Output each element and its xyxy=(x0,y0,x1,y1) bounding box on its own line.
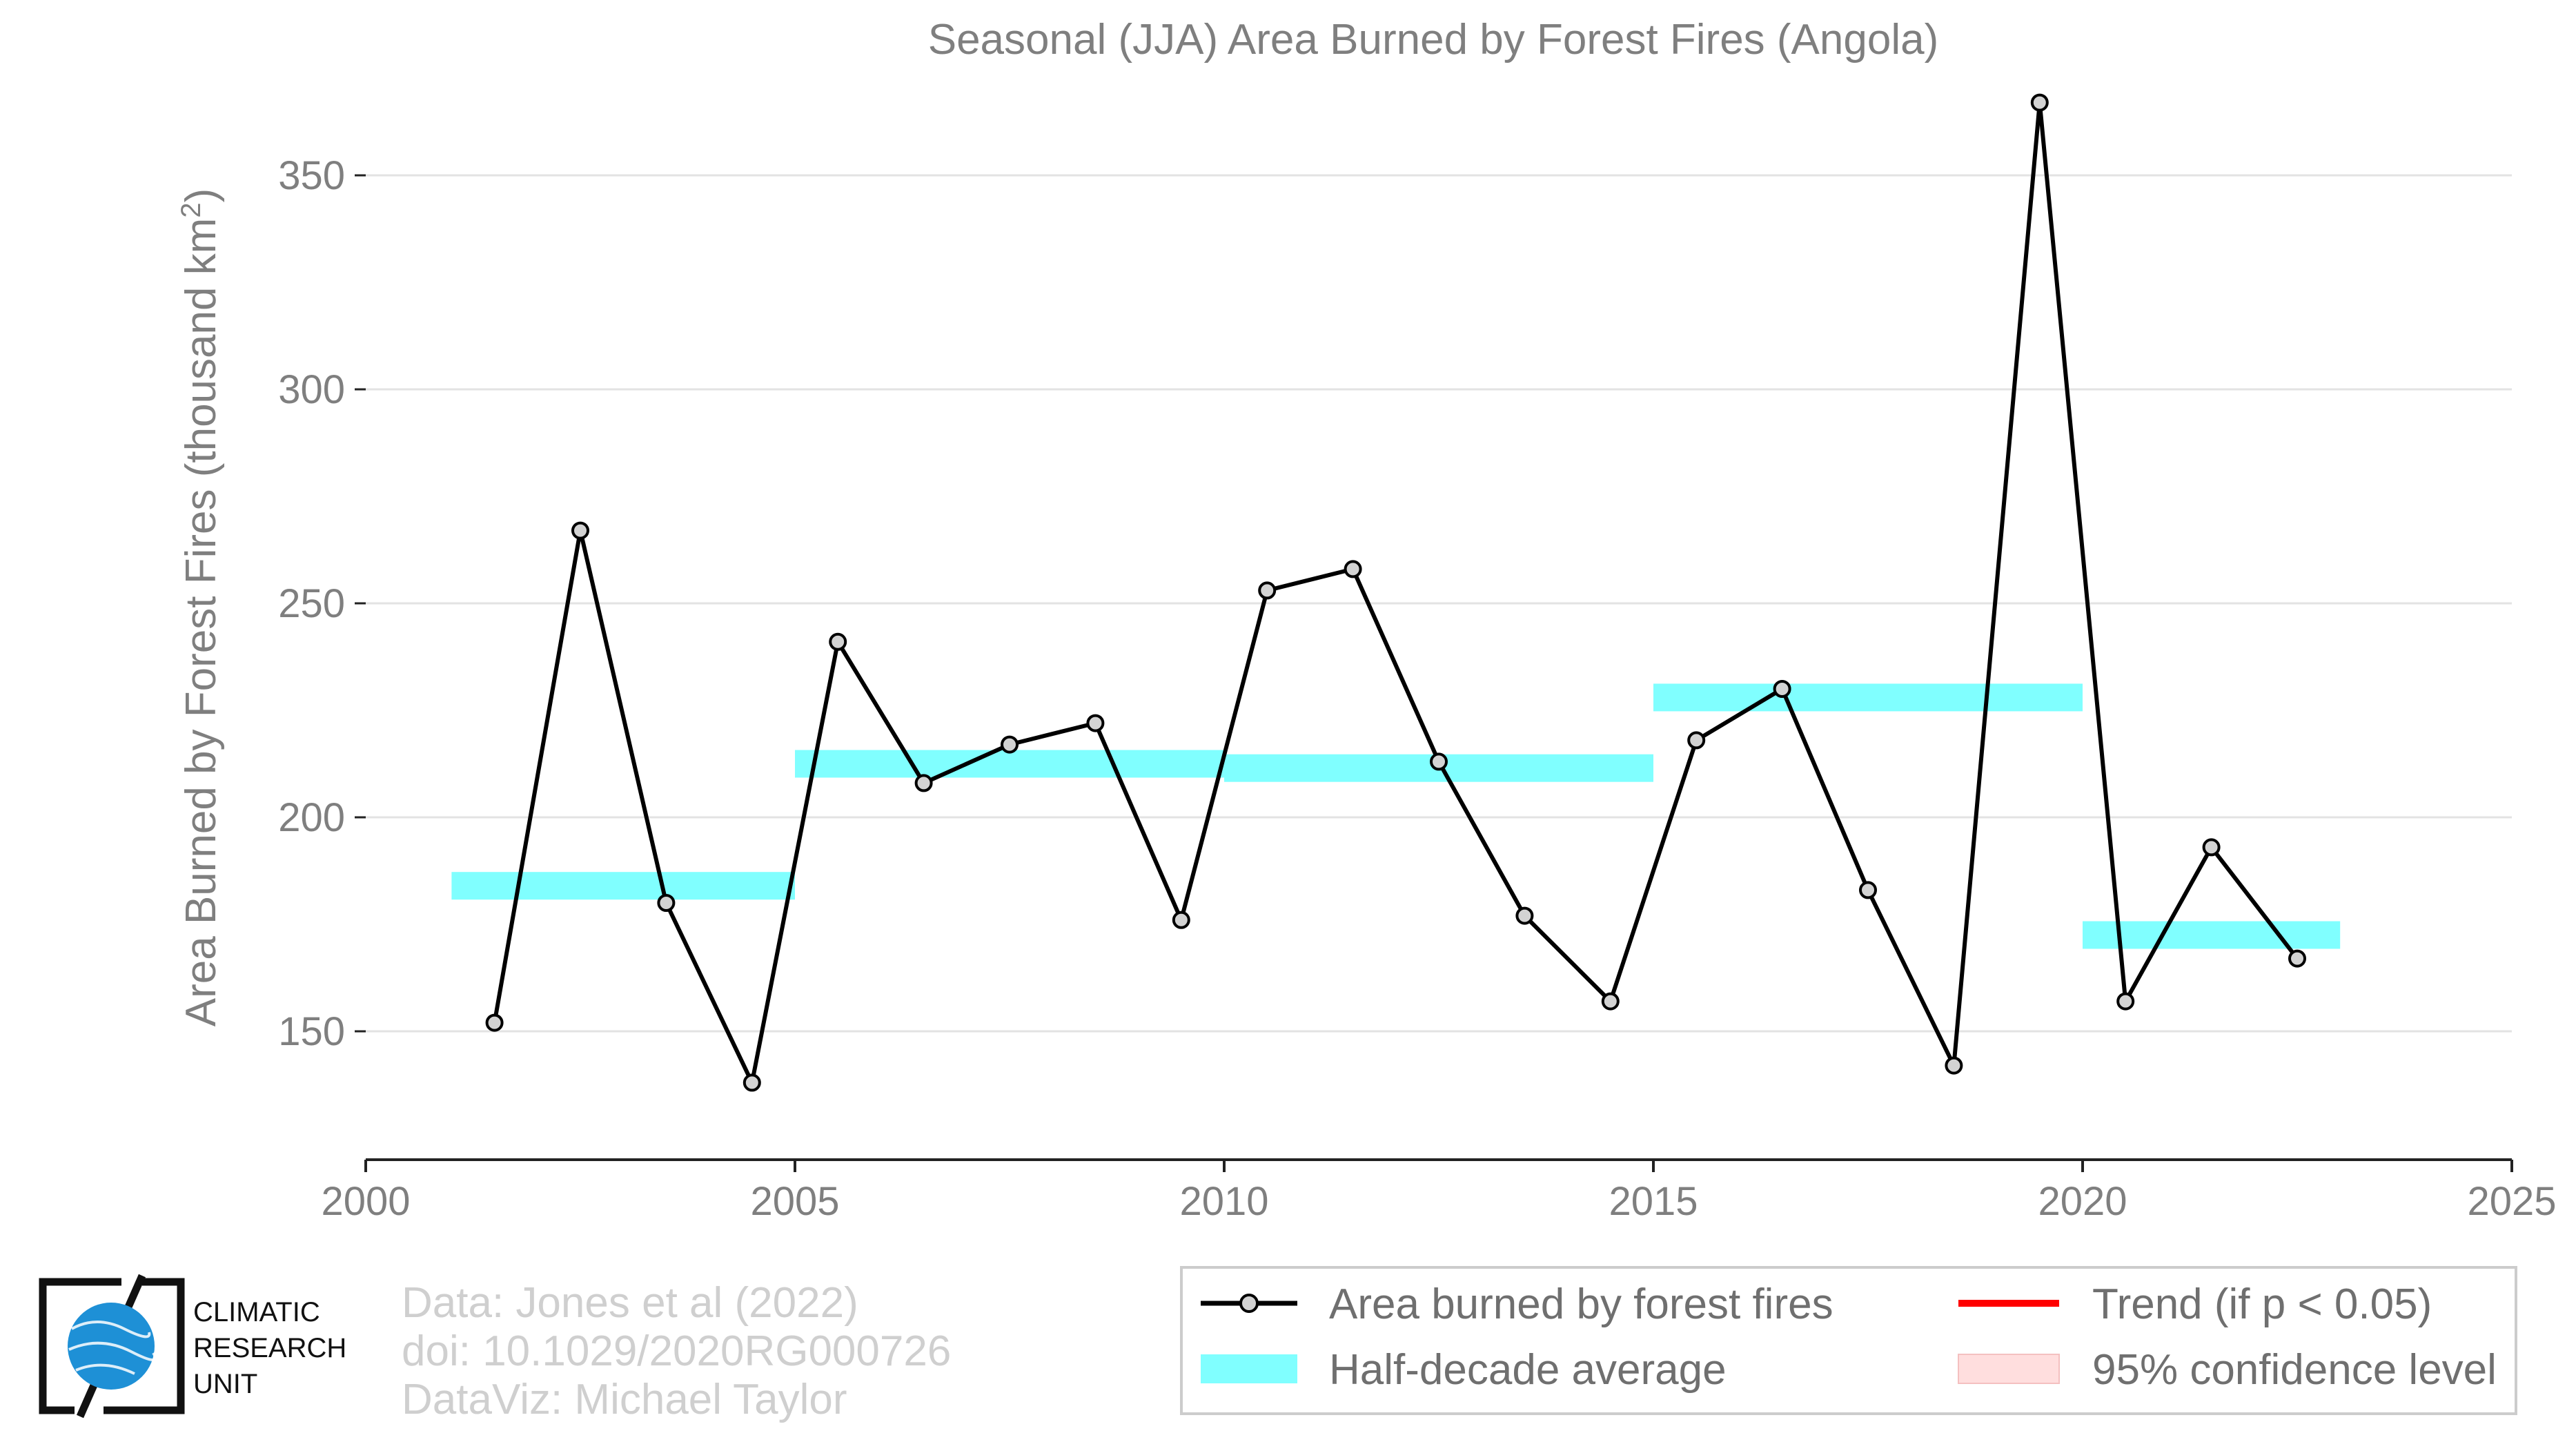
y-axis-label: Area Burned by Forest Fires (thousand km… xyxy=(176,188,225,1027)
data-point-8 xyxy=(1172,910,1190,929)
half-decade-bar-3 xyxy=(1653,683,2083,712)
area-burned-markers xyxy=(485,93,2306,1092)
y-tick-label-200: 200 xyxy=(278,795,345,840)
legend: Area burned by forest fires Trend (if p … xyxy=(1180,1266,2517,1415)
data-point-19 xyxy=(2116,992,2135,1011)
x-tick-label-2000: 2000 xyxy=(321,1179,410,1224)
logo-line-1: CLIMATIC xyxy=(193,1297,320,1327)
data-point-14 xyxy=(1687,731,1706,750)
y-axis-label-close: ) xyxy=(177,188,225,203)
data-point-2 xyxy=(657,894,676,912)
half-decade-average-bands xyxy=(451,683,2341,949)
half-decade-bar-0 xyxy=(451,872,795,900)
x-tick-label-2015: 2015 xyxy=(1609,1179,1698,1224)
data-point-3 xyxy=(743,1073,761,1092)
legend-label-series: Area burned by forest fires xyxy=(1329,1280,1833,1328)
x-axis: 2000 2005 2010 2015 2020 2025 xyxy=(321,1158,2557,1224)
data-point-18 xyxy=(2030,93,2049,112)
area-burned-series xyxy=(492,100,2299,1085)
data-point-12 xyxy=(1515,906,1534,925)
y-axis-label-superscript: 2 xyxy=(176,202,206,217)
y-tick-label-300: 300 xyxy=(278,367,345,412)
logo-line-2: RESEARCH xyxy=(193,1333,346,1363)
y-axis-label-main: Area Burned by Forest Fires (thousand km xyxy=(177,218,225,1027)
data-point-9 xyxy=(1258,581,1277,600)
x-tick-label-2005: 2005 xyxy=(750,1179,839,1224)
y-tick-label-150: 150 xyxy=(278,1009,345,1054)
legend-label-confidence: 95% confidence level xyxy=(2092,1346,2497,1394)
data-point-15 xyxy=(1773,680,1791,698)
data-point-7 xyxy=(1086,714,1105,732)
legend-swatch-half-decade xyxy=(1201,1354,1297,1383)
y-tick-label-250: 250 xyxy=(278,581,345,626)
legend-frame xyxy=(1180,1266,2517,1415)
data-point-4 xyxy=(829,632,847,651)
half-decade-bar-4 xyxy=(2083,921,2341,949)
x-tick-label-2025: 2025 xyxy=(2467,1179,2556,1224)
logo-globe-icon xyxy=(68,1303,155,1390)
data-point-0 xyxy=(485,1013,504,1032)
data-point-1 xyxy=(571,521,589,540)
cru-logo: CLIMATIC RESEARCH UNIT xyxy=(39,1274,346,1419)
x-tick-label-2020: 2020 xyxy=(2038,1179,2127,1224)
legend-label-half-decade: Half-decade average xyxy=(1329,1346,1727,1394)
data-point-16 xyxy=(1859,881,1877,899)
data-point-13 xyxy=(1601,992,1620,1011)
logo-globe-lines-icon xyxy=(68,1321,157,1375)
legend-label-trend: Trend (if p < 0.05) xyxy=(2092,1280,2432,1328)
x-tick-label-2010: 2010 xyxy=(1179,1179,1268,1224)
logo-bracket-icon xyxy=(39,1278,185,1414)
grid-lines xyxy=(366,174,2512,1033)
half-decade-bar-1 xyxy=(795,750,1224,778)
y-tick-label-350: 350 xyxy=(278,153,345,198)
area-burned-line xyxy=(492,100,2299,1085)
data-point-5 xyxy=(914,774,933,792)
credit-doi: doi: 10.1029/2020RG000726 xyxy=(402,1327,951,1375)
data-point-10 xyxy=(1344,560,1362,578)
legend-swatch-marker xyxy=(1239,1294,1259,1313)
data-point-20 xyxy=(2202,838,2221,857)
chart-title: Seasonal (JJA) Area Burned by Forest Fir… xyxy=(928,16,1939,64)
data-point-21 xyxy=(2288,949,2306,968)
data-point-6 xyxy=(1001,735,1019,754)
logo-line-3: UNIT xyxy=(193,1369,257,1399)
legend-swatch-confidence xyxy=(1958,1354,2060,1384)
credit-dataviz: DataViz: Michael Taylor xyxy=(402,1376,847,1423)
y-tick-labels: 150 200 250 300 350 xyxy=(278,153,366,1054)
credit-data: Data: Jones et al (2022) xyxy=(402,1279,858,1327)
data-point-11 xyxy=(1430,752,1448,771)
data-point-17 xyxy=(1945,1056,1963,1075)
